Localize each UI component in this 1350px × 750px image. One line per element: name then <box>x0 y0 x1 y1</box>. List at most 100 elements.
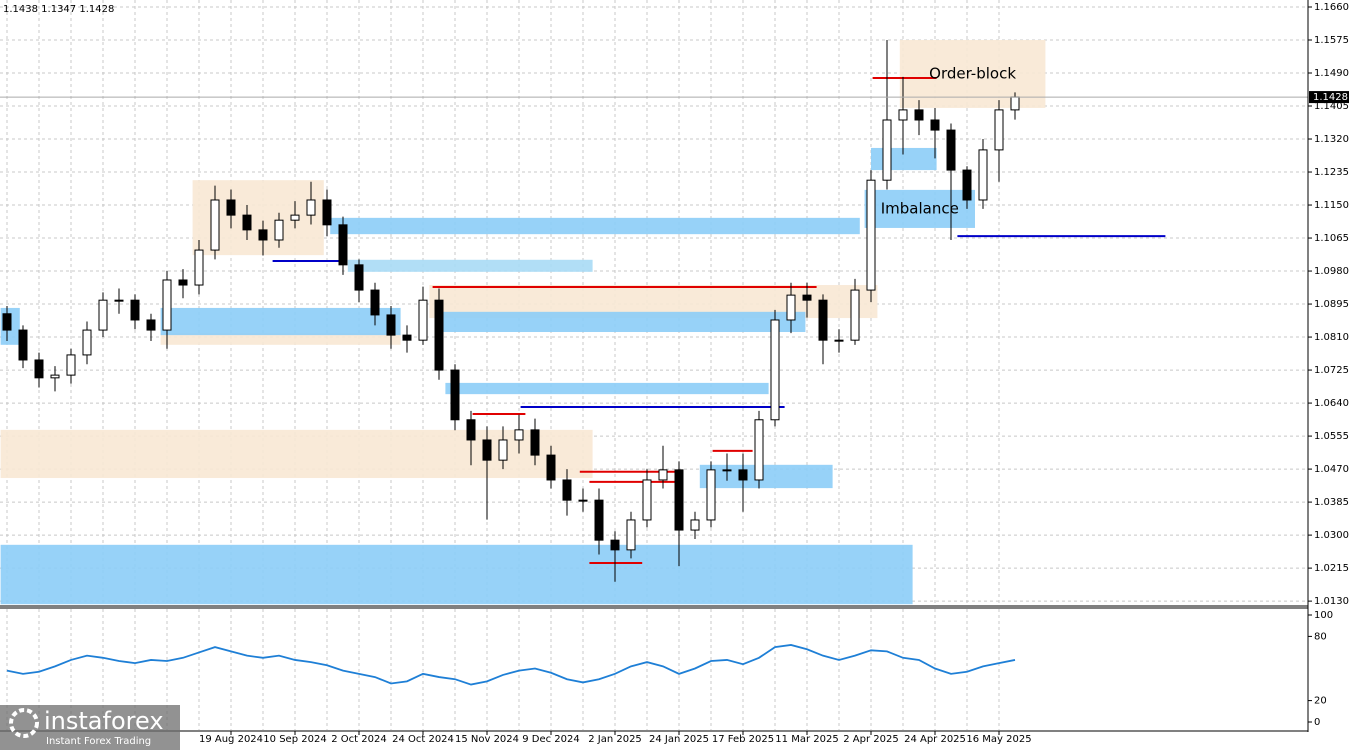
y-tick-label: 20 <box>1314 696 1327 707</box>
candle-body <box>834 339 844 342</box>
candle-body <box>466 419 476 441</box>
candle-body <box>50 374 60 379</box>
zone <box>699 464 833 489</box>
y-tick-label: 1.1150 <box>1314 200 1349 211</box>
candle-body <box>434 299 444 371</box>
y-tick-label: 80 <box>1314 631 1327 642</box>
candle-body <box>210 199 220 251</box>
candle-body <box>306 199 316 216</box>
candle-body <box>338 224 348 266</box>
candle-body <box>818 299 828 341</box>
candle-body <box>1010 96 1020 111</box>
candle-body <box>578 499 588 502</box>
candle-body <box>194 249 204 286</box>
candle-body <box>482 439 492 461</box>
candle-body <box>98 299 108 331</box>
candle-body <box>546 454 556 481</box>
candle-body <box>706 469 716 521</box>
candle-body <box>146 319 156 331</box>
y-tick-label: 1.1320 <box>1314 134 1349 145</box>
zone <box>864 189 975 228</box>
y-tick-label: 1.1490 <box>1314 68 1349 79</box>
x-tick-label: 2 Apr 2025 <box>843 734 898 745</box>
candle-body <box>274 219 284 241</box>
candle-body <box>2 313 12 331</box>
candle-body <box>114 299 124 302</box>
candle-body <box>290 214 300 221</box>
x-tick-label: 15 Nov 2024 <box>455 734 519 745</box>
y-tick-label: 1.0640 <box>1314 398 1349 409</box>
candle-body <box>530 429 540 456</box>
candle-body <box>418 299 428 341</box>
logo-icon <box>9 708 39 738</box>
candle-body <box>386 314 396 336</box>
candle-body <box>962 169 972 201</box>
candle-body <box>994 109 1004 151</box>
candle-body <box>946 129 956 171</box>
zone <box>0 429 593 479</box>
zone <box>871 147 937 171</box>
candle-body <box>178 279 188 286</box>
candle-body <box>754 419 764 481</box>
candle-body <box>66 354 76 376</box>
zone <box>160 333 401 345</box>
x-tick-label: 10 Sep 2024 <box>263 734 326 745</box>
candle-body <box>898 109 908 121</box>
candle-body <box>626 519 636 551</box>
x-tick-label: 24 Oct 2024 <box>392 734 454 745</box>
candle-body <box>354 264 364 291</box>
x-tick-label: 17 Feb 2025 <box>712 734 774 745</box>
candle-body <box>930 119 940 131</box>
y-tick-label: 1.0980 <box>1314 266 1349 277</box>
y-tick-label: 1.1235 <box>1314 167 1349 178</box>
y-tick-label: 1.0810 <box>1314 332 1349 343</box>
candle-body <box>450 369 460 421</box>
candle-body <box>722 469 732 472</box>
y-tick-label: 1.0555 <box>1314 431 1349 442</box>
candle-body <box>18 329 28 361</box>
candle-body <box>802 294 812 301</box>
candle-body <box>850 289 860 341</box>
current-price-label: 1.1428 <box>1313 92 1348 103</box>
x-tick-label: 9 Dec 2024 <box>522 734 580 745</box>
candle-body <box>130 299 140 321</box>
y-tick-label: 1.0895 <box>1314 299 1349 310</box>
zone <box>347 259 593 272</box>
candle-body <box>658 469 668 481</box>
candle-body <box>258 229 268 241</box>
zone <box>330 217 860 235</box>
candle-body <box>914 109 924 121</box>
indicator-line <box>6 644 1016 686</box>
x-tick-label: 19 Aug 2024 <box>199 734 263 745</box>
candle-body <box>786 294 796 321</box>
y-tick-label: 1.0130 <box>1314 596 1349 607</box>
candle-body <box>562 479 572 501</box>
candle-body <box>370 289 380 316</box>
candle-body <box>738 469 748 481</box>
y-tick-label: 1.1575 <box>1314 35 1349 46</box>
y-tick-label: 1.0300 <box>1314 530 1349 541</box>
candle-body <box>866 179 876 291</box>
y-tick-label: 1.0725 <box>1314 365 1349 376</box>
candle-body <box>674 469 684 531</box>
x-tick-label: 24 Apr 2025 <box>904 734 966 745</box>
candle-body <box>498 439 508 461</box>
candle-body <box>978 149 988 201</box>
y-tick-label: 1.0215 <box>1314 563 1349 574</box>
logo-brand: instaforex <box>44 707 164 735</box>
y-tick-label: 100 <box>1314 610 1333 621</box>
zone <box>445 382 769 395</box>
y-tick-label: 1.1065 <box>1314 233 1349 244</box>
candle-body <box>882 119 892 181</box>
candle-body <box>242 214 252 231</box>
candle-body <box>82 329 92 356</box>
y-tick-label: 1.1660 <box>1314 2 1349 13</box>
x-tick-label: 16 May 2025 <box>966 734 1031 745</box>
zone <box>160 307 401 336</box>
candle-body <box>34 359 44 379</box>
x-tick-label: 2 Oct 2024 <box>331 734 386 745</box>
zone <box>435 311 806 333</box>
